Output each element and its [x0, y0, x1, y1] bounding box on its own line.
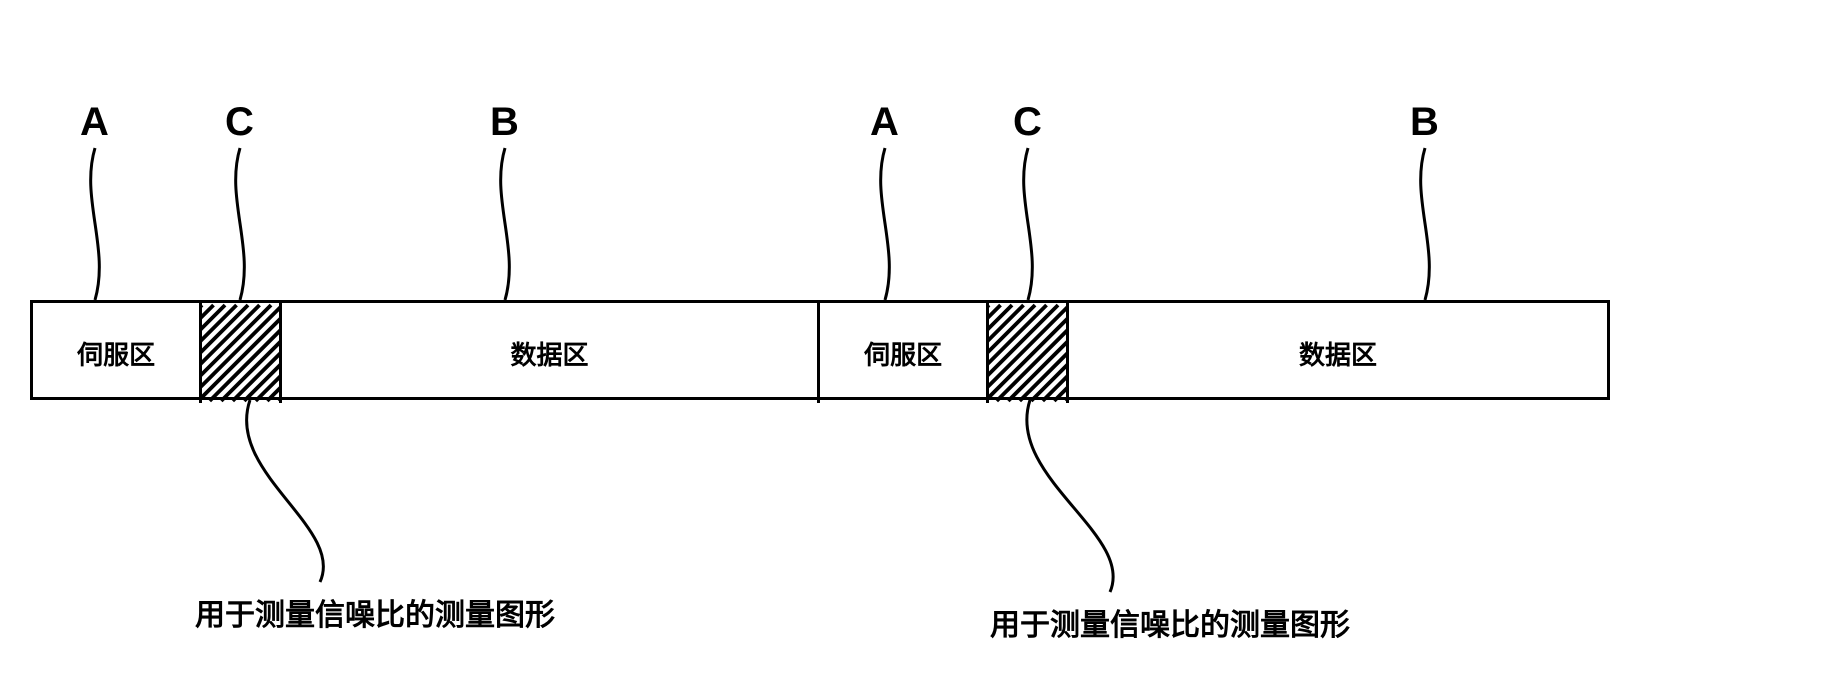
- leader-caption2: [1027, 400, 1113, 592]
- track-strip: 伺服区 数据区 伺服区 数据区: [30, 300, 1610, 400]
- top-label-C2: C: [1013, 100, 1042, 145]
- leader-C2: [1024, 148, 1033, 300]
- leader-C1: [236, 148, 245, 300]
- segment-servo2: 伺服区: [820, 303, 989, 403]
- segment-label-data1: 数据区: [511, 335, 589, 372]
- top-label-B1: B: [490, 100, 519, 145]
- leader-A1: [91, 148, 100, 300]
- segment-data2: 数据区: [1069, 303, 1607, 403]
- top-label-C1: C: [225, 100, 254, 145]
- top-label-B2: B: [1410, 100, 1439, 145]
- top-label-A1: A: [80, 100, 109, 145]
- segment-data1: 数据区: [282, 303, 820, 403]
- segment-label-servo1: 伺服区: [77, 335, 155, 372]
- segment-pattern2: [989, 303, 1069, 403]
- bottom-label-caption2: 用于测量信噪比的测量图形: [990, 600, 1350, 644]
- segment-servo1: 伺服区: [33, 303, 202, 403]
- segment-label-servo2: 伺服区: [864, 335, 942, 372]
- leader-B1: [501, 148, 510, 300]
- segment-label-data2: 数据区: [1299, 335, 1377, 372]
- leader-A2: [881, 148, 890, 300]
- leader-caption1: [247, 400, 324, 582]
- bottom-label-caption1: 用于测量信噪比的测量图形: [195, 590, 555, 634]
- segment-pattern1: [202, 303, 282, 403]
- leader-B2: [1421, 148, 1430, 300]
- top-label-A2: A: [870, 100, 899, 145]
